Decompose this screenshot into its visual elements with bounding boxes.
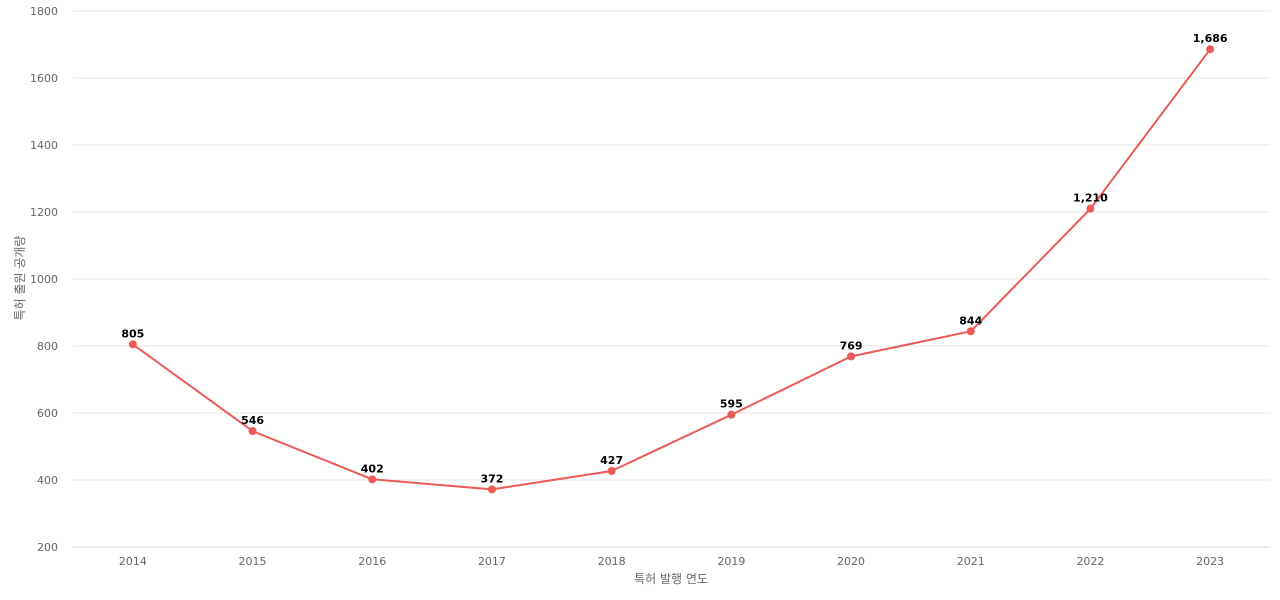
y-axis-ticks: 200 400 600 800 1000 1200 1400 1600 1800 [30, 5, 58, 554]
series-line [132, 48, 1211, 491]
x-axis-ticks: 2014 2015 2016 2017 2018 2019 2020 2021 2022 2023 [119, 555, 1224, 568]
x-axis-title: 특허 발행 연도 [634, 571, 708, 586]
data-label: 844 [959, 314, 982, 327]
data-point[interactable] [248, 427, 257, 436]
y-tick-label: 400 [37, 474, 58, 487]
y-tick-label: 1600 [30, 72, 58, 85]
data-point[interactable] [607, 466, 616, 475]
data-point[interactable] [1086, 204, 1095, 213]
data-point[interactable] [487, 485, 496, 494]
data-label: 805 [121, 327, 144, 340]
y-tick-label: 600 [37, 407, 58, 420]
y-tick-label: 1800 [30, 5, 58, 18]
x-tick-label: 2017 [478, 555, 506, 568]
x-tick-label: 2015 [239, 555, 267, 568]
x-tick-label: 2020 [837, 555, 865, 568]
data-label: 427 [600, 454, 623, 467]
data-label: 595 [720, 398, 743, 411]
y-tick-label: 1200 [30, 206, 58, 219]
x-tick-label: 2022 [1076, 555, 1104, 568]
data-point[interactable] [966, 327, 975, 336]
data-label: 1,210 [1073, 192, 1108, 205]
y-axis-title: 특허 출원 공개량 [13, 236, 27, 321]
y-tick-label: 800 [37, 340, 58, 353]
y-tick-label: 200 [37, 541, 58, 554]
data-label: 769 [840, 339, 863, 352]
data-label: 546 [241, 414, 264, 427]
data-label: 1,686 [1193, 32, 1228, 45]
x-tick-label: 2019 [717, 555, 745, 568]
data-point[interactable] [727, 410, 736, 419]
x-tick-label: 2018 [598, 555, 626, 568]
x-tick-label: 2016 [358, 555, 386, 568]
data-point[interactable] [368, 475, 377, 484]
data-label: 372 [480, 472, 503, 485]
x-tick-label: 2023 [1196, 555, 1224, 568]
x-tick-label: 2014 [119, 555, 147, 568]
y-tick-label: 1400 [30, 139, 58, 152]
data-labels: 805 546 402 372 427 595 769 844 1,210 1,686 [121, 32, 1228, 485]
data-point[interactable] [847, 352, 856, 361]
y-tick-label: 1000 [30, 273, 58, 286]
data-points [128, 45, 1215, 494]
grid-lines [73, 10, 1270, 548]
data-point[interactable] [128, 340, 137, 349]
data-point[interactable] [1206, 45, 1215, 54]
x-tick-label: 2021 [957, 555, 985, 568]
data-label: 402 [361, 462, 384, 475]
